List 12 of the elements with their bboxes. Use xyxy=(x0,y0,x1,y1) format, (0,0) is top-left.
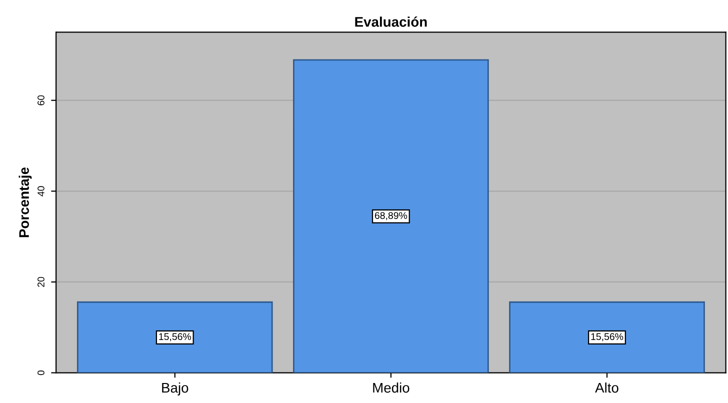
data-label: 68,89% xyxy=(374,212,408,220)
chart-title: Evaluación xyxy=(355,16,427,27)
data-label: 15,56% xyxy=(591,333,624,342)
x-tick-label: Bajo xyxy=(162,382,188,396)
y-tick-label: 0 xyxy=(38,370,44,376)
x-tick-label: Medio xyxy=(373,382,410,393)
data-label: 15,56% xyxy=(159,333,192,342)
y-tick-label: 60 xyxy=(38,95,44,106)
y-tick-label: 40 xyxy=(38,186,44,196)
y-axis-title: Porcentaje xyxy=(18,167,32,238)
x-tick-label: Alto xyxy=(595,382,618,393)
y-tick-label: 20 xyxy=(38,276,44,287)
